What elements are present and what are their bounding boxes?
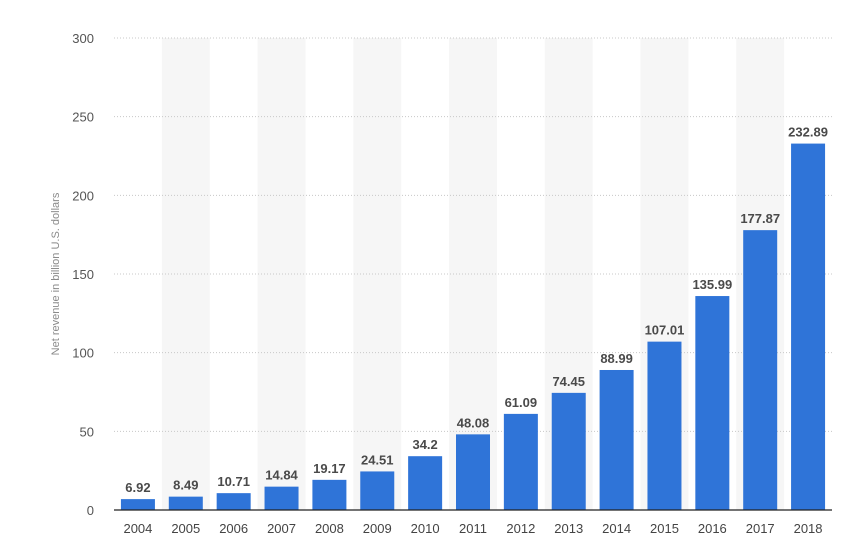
data-label-2012: 61.09 <box>505 395 538 410</box>
y-tick-label: 300 <box>72 31 94 46</box>
x-tick-label: 2018 <box>794 521 823 536</box>
y-axis-label: Net revenue in billion U.S. dollars <box>50 192 62 355</box>
y-tick-label: 200 <box>72 188 94 203</box>
data-label-2017: 177.87 <box>740 211 780 226</box>
x-tick-label: 2010 <box>411 521 440 536</box>
y-tick-label: 100 <box>72 346 94 361</box>
x-axis-ticks: 2004 2005 2006 2007 2008 2009 2010 2011 2012 2013… <box>123 521 822 536</box>
data-label-2009: 24.51 <box>361 452 394 467</box>
data-label-2018: 232.89 <box>788 125 828 140</box>
bar-2007 <box>264 486 299 510</box>
x-tick-label: 2017 <box>746 521 775 536</box>
bar-2015 <box>647 341 682 510</box>
x-tick-label: 2014 <box>602 521 631 536</box>
x-tick-label: 2006 <box>219 521 248 536</box>
bar-2009 <box>360 471 395 510</box>
x-tick-label: 2016 <box>698 521 727 536</box>
data-labels: 6.92 8.49 10.71 14.84 19.17 24.51 34.2 48.08 61.… <box>125 125 828 496</box>
x-tick-label: 2004 <box>123 521 152 536</box>
x-tick-label: 2015 <box>650 521 679 536</box>
data-label-2016: 135.99 <box>692 277 732 292</box>
data-label-2011: 48.08 <box>457 415 490 430</box>
x-tick-label: 2009 <box>363 521 392 536</box>
y-tick-label: 150 <box>72 267 94 282</box>
data-label-2004: 6.92 <box>125 480 150 495</box>
bar-2014 <box>599 369 634 510</box>
x-tick-label: 2005 <box>171 521 200 536</box>
data-label-2007: 14.84 <box>265 468 298 483</box>
data-label-2013: 74.45 <box>552 374 585 389</box>
y-tick-label: 50 <box>80 424 94 439</box>
x-tick-label: 2012 <box>506 521 535 536</box>
data-label-2006: 10.71 <box>217 474 250 489</box>
y-tick-label: 0 <box>87 503 94 518</box>
x-tick-label: 2013 <box>554 521 583 536</box>
background-band <box>161 38 210 510</box>
y-axis-ticks: 0 50 100 150 200 250 300 <box>72 31 94 518</box>
data-label-2010: 34.2 <box>412 437 437 452</box>
bar-2012 <box>503 413 538 510</box>
bar-2017 <box>743 230 778 511</box>
bar-2018 <box>791 143 826 510</box>
bar-2005 <box>168 496 203 510</box>
data-label-2008: 19.17 <box>313 461 346 476</box>
bar-2010 <box>408 456 443 510</box>
x-tick-label: 2008 <box>315 521 344 536</box>
data-label-2005: 8.49 <box>173 478 198 493</box>
x-tick-label: 2011 <box>459 521 487 536</box>
background-band <box>449 38 497 510</box>
bar-2011 <box>456 434 490 510</box>
data-label-2014: 88.99 <box>600 351 633 366</box>
bar-2008 <box>312 479 347 510</box>
x-tick-label: 2007 <box>267 521 296 536</box>
y-tick-label: 250 <box>72 110 94 125</box>
bar-2013 <box>551 392 586 510</box>
bars <box>120 143 826 511</box>
bar-2004 <box>120 499 155 510</box>
bar-2016 <box>695 296 730 510</box>
data-label-2015: 107.01 <box>645 323 685 338</box>
bar-2006 <box>216 493 251 510</box>
